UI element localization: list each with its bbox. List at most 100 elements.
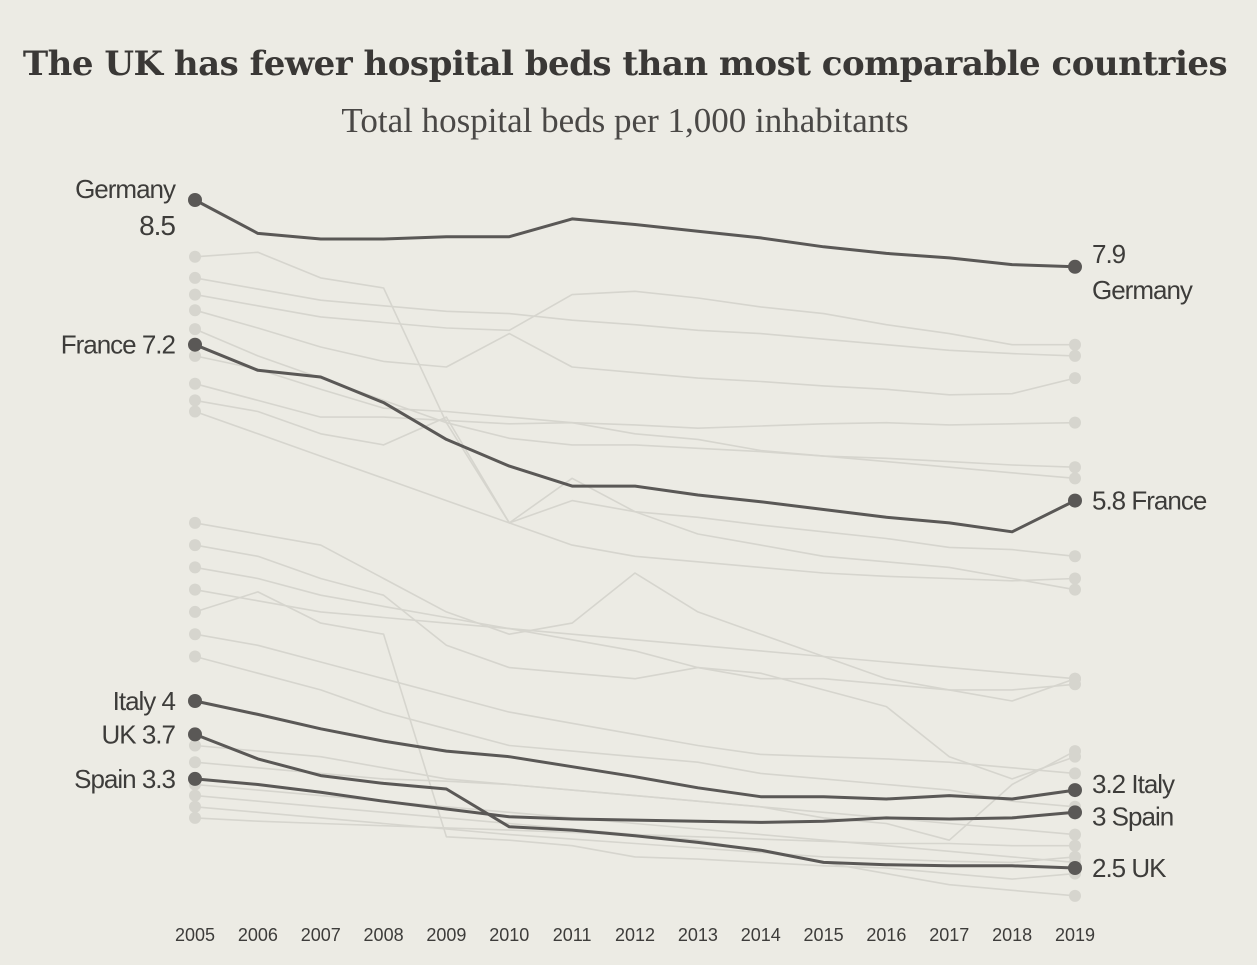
series-point-other-22-2005 — [189, 756, 201, 769]
series-point-other-13-2005 — [189, 405, 201, 418]
series-point-other-10-2019 — [1069, 472, 1081, 485]
series-point-other-6-2019 — [1069, 349, 1081, 362]
series-line-other-12 — [194, 399, 1076, 591]
series-point-other-21-2005 — [189, 739, 201, 752]
series-point-other-25-2019 — [1069, 850, 1081, 863]
series-point-other-19-2005 — [189, 628, 201, 641]
series-point-germany-2005 — [188, 193, 202, 207]
series-line-other-20 — [194, 655, 1076, 808]
series-point-other-7-2019 — [1069, 338, 1081, 351]
series-line-other-18 — [194, 591, 1076, 880]
series-point-spain-2019 — [1068, 805, 1082, 820]
series-line-other-16 — [194, 566, 1076, 780]
chart-title: The UK has fewer hospital beds than most… — [22, 44, 1228, 84]
end-label-uk: 2.5 UK — [1092, 853, 1167, 883]
start-label-italy: Italy 4 — [113, 686, 176, 716]
chart-subtitle: Total hospital beds per 1,000 inhabitant… — [341, 101, 909, 140]
series-point-other-12-2019 — [1069, 583, 1081, 596]
series-point-other-13-2019 — [1069, 572, 1081, 585]
series-line-other-24 — [194, 794, 1076, 897]
series-point-italy-2019 — [1068, 783, 1082, 798]
series-point-uk-2019 — [1068, 861, 1082, 875]
series-point-other-18-2005 — [189, 605, 201, 618]
series-line-italy — [193, 699, 1077, 801]
series-line-other-13 — [194, 410, 1076, 582]
series-point-other-24-2005 — [189, 789, 201, 802]
highlighted-series-layer — [188, 193, 1082, 875]
series-point-other-9-2005 — [189, 323, 201, 336]
series-point-other-11-2005 — [189, 377, 201, 390]
start-value-germany: 8.5 — [139, 210, 175, 241]
series-line-other-19 — [194, 633, 1076, 775]
x-tick-2006: 2006 — [238, 925, 278, 945]
series-line-other-25 — [194, 805, 1076, 864]
series-line-other-22 — [194, 761, 1076, 836]
series-point-other-25-2005 — [189, 800, 201, 813]
series-point-other-10-2005 — [189, 349, 201, 362]
series-line-other-23 — [194, 783, 1076, 864]
series-point-other-5-2019 — [1069, 550, 1081, 563]
end-name-germany: Germany — [1092, 275, 1193, 305]
series-point-other-17-2019 — [1069, 672, 1081, 685]
series-line-uk — [193, 732, 1077, 870]
series-point-other-26-2019 — [1069, 839, 1081, 852]
series-point-other-9-2019 — [1069, 461, 1081, 474]
x-tick-2017: 2017 — [929, 925, 969, 945]
x-tick-2015: 2015 — [804, 925, 844, 945]
x-tick-2005: 2005 — [175, 925, 215, 945]
series-point-other-15-2005 — [189, 539, 201, 552]
x-tick-2012: 2012 — [615, 925, 655, 945]
series-point-other-24-2019 — [1069, 889, 1081, 902]
end-label-italy: 3.2 Italy — [1092, 769, 1175, 799]
series-point-spain-2005 — [188, 771, 202, 786]
series-point-other-8-2005 — [189, 304, 201, 317]
series-line-spain — [193, 777, 1077, 824]
x-tick-2018: 2018 — [992, 925, 1032, 945]
x-tick-2008: 2008 — [364, 925, 404, 945]
series-point-other-6-2005 — [189, 271, 201, 284]
series-point-other-17-2005 — [189, 583, 201, 596]
x-tick-2007: 2007 — [301, 925, 341, 945]
series-point-other-8-2019 — [1069, 372, 1081, 385]
end-label-france: 5.8 France — [1092, 486, 1207, 516]
series-point-other-22-2019 — [1069, 828, 1081, 841]
series-point-france-2005 — [188, 337, 202, 352]
x-tick-2016: 2016 — [866, 925, 906, 945]
end-label-spain: 3 Spain — [1092, 801, 1173, 831]
series-point-italy-2005 — [188, 694, 202, 708]
series-point-germany-2019 — [1068, 259, 1082, 274]
series-point-other-14-2005 — [189, 516, 201, 529]
series-line-france — [193, 343, 1077, 534]
series-line-other-5 — [194, 251, 1076, 558]
series-line-other-10 — [194, 355, 1076, 480]
start-label-spain: Spain 3.3 — [74, 764, 175, 794]
series-point-other-16-2005 — [189, 561, 201, 574]
series-point-other-26-2005 — [189, 811, 201, 824]
series-point-other-19-2019 — [1069, 767, 1081, 780]
series-line-germany — [193, 198, 1077, 269]
series-point-other-20-2005 — [189, 650, 201, 663]
x-axis: 2005 2006 2007 2008 2009 2010 2011 2012 2013 2014… — [175, 925, 1095, 945]
series-point-other-11-2019 — [1069, 416, 1081, 429]
series-line-other-6 — [194, 277, 1076, 357]
x-tick-2013: 2013 — [678, 925, 718, 945]
start-label-germany: Germany — [75, 174, 176, 204]
series-line-other-26 — [194, 817, 1076, 847]
series-line-other-15 — [194, 544, 1076, 691]
series-line-other-17 — [194, 588, 1076, 680]
background-series-layer — [189, 250, 1081, 902]
series-point-other-12-2005 — [189, 394, 201, 407]
x-tick-2019: 2019 — [1055, 925, 1095, 945]
series-point-france-2019 — [1068, 493, 1082, 508]
series-point-other-7-2005 — [189, 288, 201, 301]
series-point-other-21-2019 — [1069, 745, 1081, 758]
end-label-germany: 7.9 — [1092, 239, 1126, 269]
start-label-uk: UK 3.7 — [102, 719, 176, 749]
series-line-other-14 — [194, 522, 1076, 702]
start-label-france: France 7.2 — [61, 330, 176, 360]
x-tick-2009: 2009 — [426, 925, 466, 945]
series-line-other-8 — [194, 309, 1076, 396]
series-point-other-5-2005 — [189, 250, 201, 263]
x-tick-2014: 2014 — [741, 925, 781, 945]
